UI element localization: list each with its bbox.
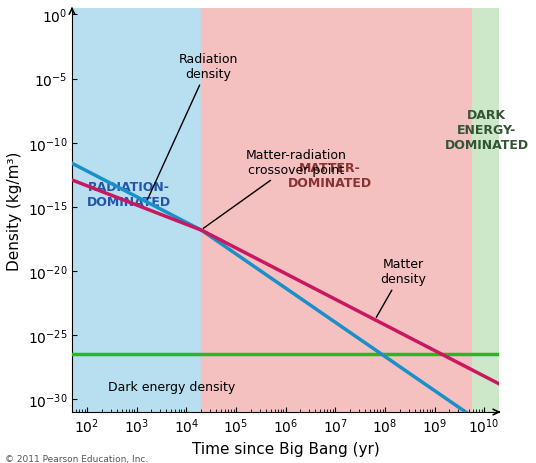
Text: DARK
ENERGY-
DOMINATED: DARK ENERGY- DOMINATED <box>444 109 528 152</box>
Text: Matter-radiation
crossover point: Matter-radiation crossover point <box>203 149 347 229</box>
Bar <box>72 9 201 412</box>
Text: Matter
density: Matter density <box>376 257 426 318</box>
Text: MATTER-
DOMINATED: MATTER- DOMINATED <box>288 162 373 189</box>
Text: Radiation
density: Radiation density <box>147 53 238 200</box>
Bar <box>472 9 514 412</box>
Text: RADIATION-
DOMINATED: RADIATION- DOMINATED <box>87 181 171 208</box>
Bar <box>201 9 472 412</box>
Text: Dark energy density: Dark energy density <box>108 380 235 393</box>
X-axis label: Time since Big Bang (yr): Time since Big Bang (yr) <box>192 441 379 456</box>
Text: © 2011 Pearson Education, Inc.: © 2011 Pearson Education, Inc. <box>5 454 148 463</box>
Y-axis label: Density (kg/m³): Density (kg/m³) <box>7 151 22 270</box>
